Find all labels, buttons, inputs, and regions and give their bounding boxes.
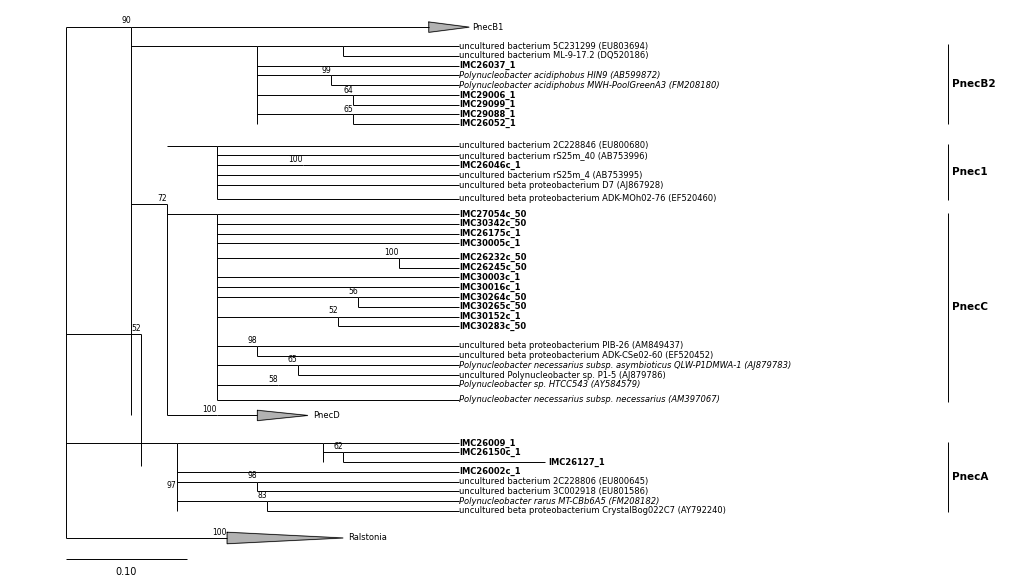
Text: 98: 98 bbox=[248, 471, 257, 480]
Text: IMC26037_1: IMC26037_1 bbox=[459, 61, 516, 70]
Text: 52: 52 bbox=[132, 323, 141, 333]
Text: IMC30016c_1: IMC30016c_1 bbox=[459, 282, 521, 292]
Text: IMC26175c_1: IMC26175c_1 bbox=[459, 229, 521, 238]
Text: uncultured beta proteobacterium ADK-CSe02-60 (EF520452): uncultured beta proteobacterium ADK-CSe0… bbox=[459, 351, 713, 360]
Text: Polynucleobacter rarus MT-CBb6A5 (FM208182): Polynucleobacter rarus MT-CBb6A5 (FM2081… bbox=[459, 497, 660, 505]
Text: Pnec1: Pnec1 bbox=[952, 167, 988, 177]
Polygon shape bbox=[227, 532, 343, 544]
Text: Polynucleobacter necessarius subsp. asymbioticus QLW-P1DMWA-1 (AJ879783): Polynucleobacter necessarius subsp. asym… bbox=[459, 361, 791, 370]
Text: IMC29006_1: IMC29006_1 bbox=[459, 90, 516, 100]
Polygon shape bbox=[429, 22, 469, 32]
Text: 100: 100 bbox=[384, 248, 398, 257]
Text: uncultured bacterium 2C228846 (EU800680): uncultured bacterium 2C228846 (EU800680) bbox=[459, 141, 648, 150]
Text: Polynucleobacter necessarius subsp. necessarius (AM397067): Polynucleobacter necessarius subsp. nece… bbox=[459, 396, 720, 404]
Text: IMC26150c_1: IMC26150c_1 bbox=[459, 448, 521, 457]
Text: IMC30003c_1: IMC30003c_1 bbox=[459, 273, 521, 282]
Text: uncultured bacterium ML-9-17.2 (DQ520186): uncultured bacterium ML-9-17.2 (DQ520186… bbox=[459, 52, 648, 60]
Text: IMC26046c_1: IMC26046c_1 bbox=[459, 161, 521, 170]
Text: 65: 65 bbox=[344, 105, 353, 114]
Text: uncultured bacterium rS25m_4 (AB753995): uncultured bacterium rS25m_4 (AB753995) bbox=[459, 170, 642, 180]
Text: 90: 90 bbox=[121, 16, 132, 25]
Text: IMC26009_1: IMC26009_1 bbox=[459, 438, 516, 448]
Text: PnecA: PnecA bbox=[952, 472, 989, 482]
Text: IMC30265c_50: IMC30265c_50 bbox=[459, 302, 527, 311]
Text: 58: 58 bbox=[268, 375, 278, 384]
Polygon shape bbox=[257, 410, 308, 421]
Text: 64: 64 bbox=[344, 86, 353, 95]
Text: uncultured bacterium 3C002918 (EU801586): uncultured bacterium 3C002918 (EU801586) bbox=[459, 487, 648, 496]
Text: 72: 72 bbox=[157, 194, 167, 203]
Text: Polynucleobacter acidiphobus HIN9 (AB599872): Polynucleobacter acidiphobus HIN9 (AB599… bbox=[459, 71, 661, 80]
Text: uncultured Polynucleobacter sp. P1-5 (AJ879786): uncultured Polynucleobacter sp. P1-5 (AJ… bbox=[459, 370, 666, 380]
Text: IMC26245c_50: IMC26245c_50 bbox=[459, 263, 527, 272]
Text: 99: 99 bbox=[321, 66, 331, 76]
Text: 62: 62 bbox=[333, 442, 343, 451]
Text: 0.10: 0.10 bbox=[115, 567, 137, 577]
Text: 56: 56 bbox=[349, 287, 358, 296]
Text: IMC30264c_50: IMC30264c_50 bbox=[459, 292, 527, 302]
Text: Polynucleobacter sp. HTCC543 (AY584579): Polynucleobacter sp. HTCC543 (AY584579) bbox=[459, 380, 640, 389]
Text: PnecD: PnecD bbox=[313, 411, 340, 420]
Text: IMC29088_1: IMC29088_1 bbox=[459, 109, 516, 119]
Text: Polynucleobacter acidiphobus MWH-PoolGreenA3 (FM208180): Polynucleobacter acidiphobus MWH-PoolGre… bbox=[459, 81, 719, 90]
Text: PnecC: PnecC bbox=[952, 302, 988, 312]
Text: uncultured beta proteobacterium D7 (AJ867928): uncultured beta proteobacterium D7 (AJ86… bbox=[459, 181, 664, 190]
Text: IMC26002c_1: IMC26002c_1 bbox=[459, 467, 521, 477]
Text: IMC30152c_1: IMC30152c_1 bbox=[459, 312, 521, 321]
Text: Ralstonia: Ralstonia bbox=[348, 534, 387, 542]
Text: IMC30005c_1: IMC30005c_1 bbox=[459, 239, 521, 248]
Text: uncultured beta proteobacterium CrystalBog022C7 (AY792240): uncultured beta proteobacterium CrystalB… bbox=[459, 507, 725, 515]
Text: PnecB2: PnecB2 bbox=[952, 79, 996, 89]
Text: 100: 100 bbox=[203, 405, 217, 414]
Text: 97: 97 bbox=[167, 481, 177, 490]
Text: uncultured bacterium 2C228806 (EU800645): uncultured bacterium 2C228806 (EU800645) bbox=[459, 477, 648, 486]
Text: IMC27054c_50: IMC27054c_50 bbox=[459, 210, 527, 219]
Text: 98: 98 bbox=[248, 336, 257, 345]
Text: IMC26232c_50: IMC26232c_50 bbox=[459, 253, 527, 262]
Text: IMC30283c_50: IMC30283c_50 bbox=[459, 322, 526, 331]
Text: IMC29099_1: IMC29099_1 bbox=[459, 100, 516, 109]
Text: 83: 83 bbox=[258, 491, 268, 500]
Text: IMC26052_1: IMC26052_1 bbox=[459, 119, 516, 129]
Text: uncultured bacterium rS25m_40 (AB753996): uncultured bacterium rS25m_40 (AB753996) bbox=[459, 151, 648, 160]
Text: uncultured beta proteobacterium PIB-26 (AM849437): uncultured beta proteobacterium PIB-26 (… bbox=[459, 342, 683, 350]
Text: 100: 100 bbox=[213, 528, 227, 537]
Text: IMC26127_1: IMC26127_1 bbox=[547, 457, 604, 467]
Text: uncultured beta proteobacterium ADK-MOh02-76 (EF520460): uncultured beta proteobacterium ADK-MOh0… bbox=[459, 194, 716, 203]
Text: uncultured bacterium 5C231299 (EU803694): uncultured bacterium 5C231299 (EU803694) bbox=[459, 42, 648, 50]
Text: 100: 100 bbox=[288, 155, 303, 164]
Text: PnecB1: PnecB1 bbox=[472, 23, 503, 32]
Text: 52: 52 bbox=[328, 306, 338, 315]
Text: 65: 65 bbox=[288, 355, 297, 365]
Text: IMC30342c_50: IMC30342c_50 bbox=[459, 220, 526, 228]
